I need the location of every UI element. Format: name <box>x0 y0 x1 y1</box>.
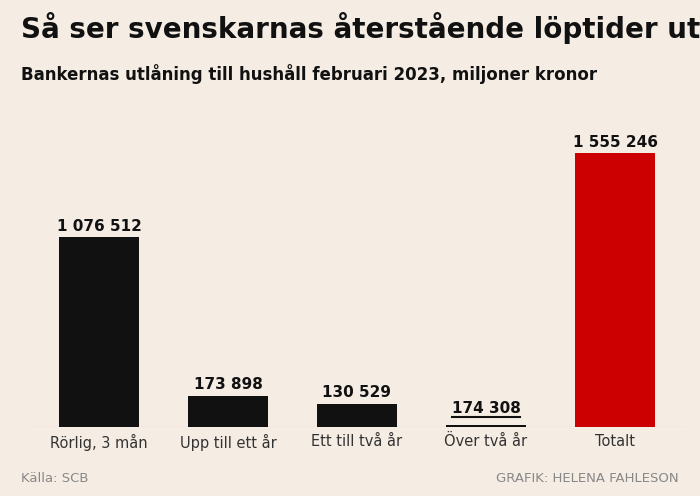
Text: Så ser svenskarnas återstående löptider ut: Så ser svenskarnas återstående löptider … <box>21 12 700 45</box>
Text: Källa: SCB: Källa: SCB <box>21 472 88 485</box>
Text: 173 898: 173 898 <box>193 377 262 392</box>
Bar <box>59 238 139 427</box>
Bar <box>575 153 655 427</box>
Bar <box>188 396 268 427</box>
Text: 1 076 512: 1 076 512 <box>57 219 141 234</box>
Text: 174 308: 174 308 <box>452 401 521 416</box>
Bar <box>446 425 526 427</box>
Bar <box>317 404 397 427</box>
Text: 130 529: 130 529 <box>323 385 391 400</box>
Text: Bankernas utlåning till hushåll februari 2023, miljoner kronor: Bankernas utlåning till hushåll februari… <box>21 64 597 84</box>
Text: 1 555 246: 1 555 246 <box>573 134 657 150</box>
Text: GRAFIK: HELENA FAHLESON: GRAFIK: HELENA FAHLESON <box>496 472 679 485</box>
